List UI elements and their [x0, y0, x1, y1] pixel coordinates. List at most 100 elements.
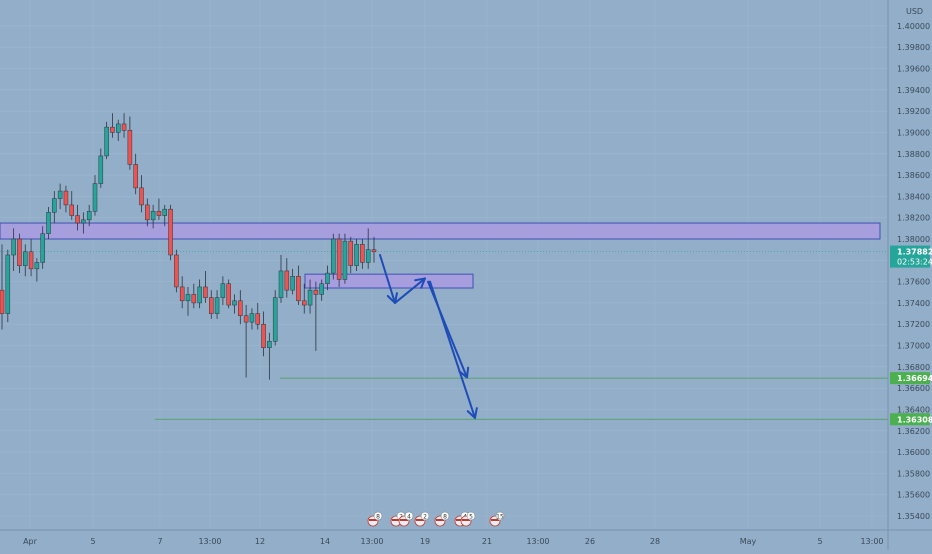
- candle: [5, 249, 11, 323]
- current-price-tag: 1.37882 02:53:24: [890, 245, 932, 268]
- price-tick-label: 1.38200: [897, 214, 930, 223]
- candle: [23, 244, 28, 277]
- candle: [284, 258, 290, 298]
- candle: [11, 228, 16, 271]
- candle: [86, 204, 92, 227]
- price-tick-label: 1.39000: [897, 128, 930, 137]
- candle: [46, 207, 51, 240]
- price-tick-label: 1.37000: [897, 342, 930, 351]
- candle: [191, 283, 197, 309]
- time-tick-label: 26: [585, 537, 595, 546]
- event-flag-icon[interactable]: 8: [367, 511, 383, 527]
- event-flag-icon[interactable]: 15: [489, 511, 505, 527]
- time-tick-label: 7: [157, 537, 162, 546]
- price-tick-label: 1.39800: [897, 43, 930, 52]
- level-1-price-value: 1.36694: [897, 374, 932, 383]
- time-axis[interactable]: Apr 5 7 13:00 12 14 13:00 19 21 13:00 26 28 May 5 13:0…: [23, 537, 883, 546]
- price-axis[interactable]: 1.40000 1.39800 1.39600 1.39400 1.39200 1.390…: [897, 22, 930, 521]
- currency-label: USD: [906, 7, 923, 16]
- candle: [365, 228, 371, 269]
- event-count: 15: [496, 514, 504, 521]
- candle: [133, 153, 138, 195]
- level-1-price-tag: 1.36694: [890, 372, 932, 385]
- candle: [214, 290, 220, 319]
- candle: [63, 185, 69, 213]
- event-count: 5: [469, 514, 473, 521]
- time-tick-label: 13:00: [526, 537, 549, 546]
- arrow-down-3[interactable]: [429, 280, 478, 419]
- resistance-zone[interactable]: [0, 222, 881, 240]
- event-markers[interactable]: 824284515: [367, 511, 505, 527]
- candle: [127, 116, 133, 170]
- candle: [336, 233, 342, 287]
- time-tick-label: Apr: [23, 537, 38, 546]
- candle: [116, 119, 121, 141]
- price-tick-label: 1.38800: [897, 150, 930, 159]
- price-tick-label: 1.35600: [897, 491, 930, 500]
- candle: [98, 148, 104, 188]
- horizontal-levels: [0, 251, 888, 420]
- candle: [319, 279, 324, 301]
- time-tick-label: 13:00: [360, 537, 383, 546]
- price-tick-label: 1.37400: [897, 299, 930, 308]
- candle: [52, 191, 57, 224]
- price-tick-label: 1.36200: [897, 427, 930, 436]
- candle: [232, 294, 237, 314]
- event-flag-icon[interactable]: 5: [460, 511, 476, 527]
- candle: [174, 249, 179, 293]
- candle: [150, 204, 156, 229]
- price-tick-label: 1.40000: [897, 22, 930, 31]
- price-tick-label: 1.39600: [897, 65, 930, 74]
- candle: [57, 183, 63, 210]
- arrow-up[interactable]: [394, 277, 426, 304]
- price-tick-label: 1.37600: [897, 278, 930, 287]
- plot-area: [0, 0, 888, 530]
- event-count: 8: [443, 514, 447, 521]
- time-tick-label: 5: [817, 537, 822, 546]
- current-price-value: 1.37882: [897, 248, 932, 257]
- candle: [139, 175, 144, 213]
- candle: [168, 204, 173, 261]
- event-flag-icon[interactable]: 2: [414, 511, 430, 527]
- price-tick-label: 1.38600: [897, 171, 930, 180]
- candle: [307, 279, 313, 314]
- candle: [261, 311, 266, 357]
- candle: [290, 268, 295, 295]
- candle: [226, 279, 231, 309]
- time-tick-label: 13:00: [198, 537, 221, 546]
- price-tick-label: 1.35400: [897, 512, 930, 521]
- time-tick-label: 14: [320, 537, 330, 546]
- candle: [302, 283, 307, 314]
- price-tick-label: 1.37200: [897, 320, 930, 329]
- price-tick-label: 1.35800: [897, 469, 930, 478]
- level-2-price-tag: 1.36308: [890, 413, 932, 426]
- candle: [162, 204, 167, 227]
- candle: [272, 290, 278, 346]
- forecast-arrows: [379, 253, 478, 419]
- time-tick-label: May: [740, 537, 757, 546]
- price-tick-label: 1.39200: [897, 107, 930, 116]
- price-tick-label: 1.36000: [897, 448, 930, 457]
- candle: [325, 265, 330, 291]
- event-flag-icon[interactable]: 8: [434, 511, 450, 527]
- candle: [203, 270, 208, 303]
- candle: [40, 226, 45, 269]
- candles: [0, 113, 377, 380]
- event-flag-icon[interactable]: 4: [398, 511, 414, 527]
- candle: [110, 113, 115, 138]
- candle: [278, 254, 284, 303]
- candle: [331, 233, 336, 280]
- candle: [145, 198, 150, 227]
- time-tick-label: 19: [420, 537, 430, 546]
- candle: [220, 276, 226, 306]
- price-tick-label: 1.36800: [897, 363, 930, 372]
- candle: [0, 244, 5, 330]
- event-count: 4: [407, 514, 411, 521]
- candle: [34, 258, 40, 282]
- price-tick-label: 1.39400: [897, 86, 930, 95]
- candle: [267, 332, 272, 380]
- candle: [313, 281, 319, 351]
- candle: [81, 212, 86, 234]
